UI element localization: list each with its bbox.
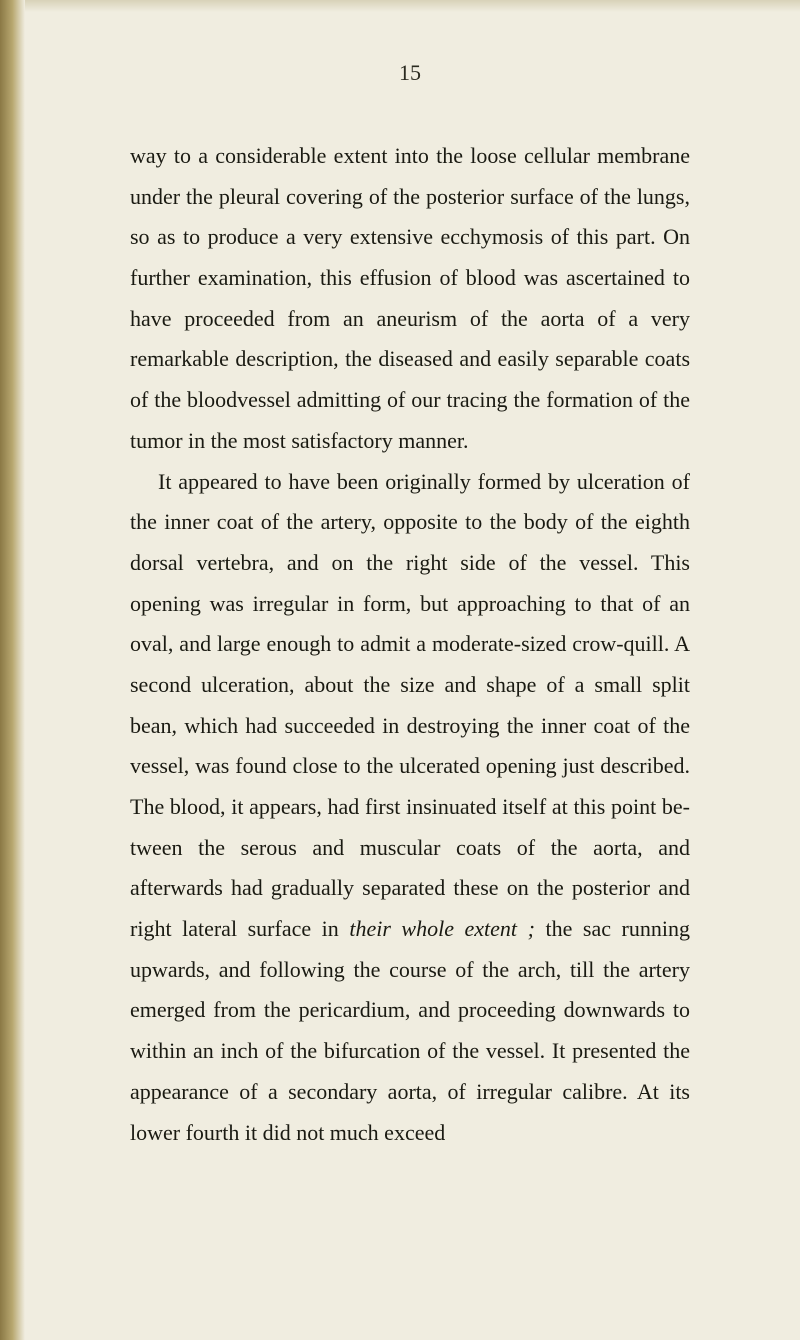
text-span: the sac running upwards, and following t… xyxy=(130,916,690,1144)
page-number: 15 xyxy=(130,60,690,86)
page-content: 15 way to a considerable extent into the… xyxy=(0,0,800,1340)
text-span: It appeared to have been originally form… xyxy=(130,469,690,942)
paragraph: way to a considerable extent into the lo… xyxy=(130,136,690,462)
paragraph: It appeared to have been originally form… xyxy=(130,462,690,1154)
body-text: way to a considerable extent into the lo… xyxy=(130,136,690,1153)
italic-text: their whole extent ; xyxy=(349,916,535,941)
